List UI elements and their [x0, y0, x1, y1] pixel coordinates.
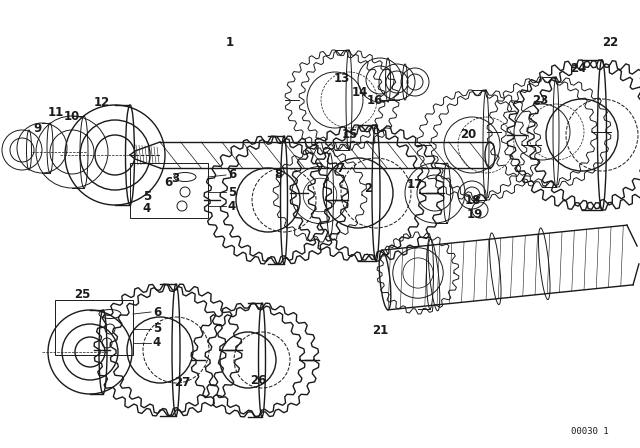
Text: 6: 6	[228, 168, 236, 181]
Text: 23: 23	[532, 94, 548, 107]
Text: 19: 19	[467, 208, 483, 221]
Text: 2: 2	[364, 181, 372, 194]
Text: 11: 11	[48, 105, 64, 119]
Text: 22: 22	[602, 35, 618, 48]
Text: 4: 4	[153, 336, 161, 349]
Text: 4: 4	[143, 202, 151, 215]
Text: 26: 26	[250, 374, 266, 387]
Text: 8: 8	[274, 168, 282, 181]
Text: 3: 3	[171, 172, 179, 185]
Text: 10: 10	[64, 109, 80, 122]
Text: 5: 5	[153, 323, 161, 336]
Text: 12: 12	[94, 95, 110, 108]
Text: 13: 13	[334, 72, 350, 85]
Text: 9: 9	[34, 121, 42, 134]
Text: 14: 14	[352, 86, 368, 99]
Text: 25: 25	[74, 289, 90, 302]
Text: 17: 17	[407, 178, 423, 191]
Text: 6: 6	[153, 306, 161, 319]
Text: 7: 7	[336, 161, 344, 175]
Bar	[55, 300, 133, 355]
Text: 27: 27	[174, 375, 190, 388]
Text: 4: 4	[228, 199, 236, 212]
Bar	[130, 163, 208, 218]
Text: 5: 5	[143, 190, 151, 202]
Text: 24: 24	[570, 61, 586, 74]
Text: 16: 16	[367, 94, 383, 107]
Text: 1: 1	[226, 35, 234, 48]
Text: 20: 20	[460, 129, 476, 142]
Text: 15: 15	[342, 129, 358, 142]
Text: 5: 5	[228, 185, 236, 198]
Text: 00030 1: 00030 1	[571, 427, 609, 436]
Text: 21: 21	[372, 323, 388, 336]
Text: 18: 18	[465, 194, 481, 207]
Text: 6: 6	[164, 177, 172, 190]
